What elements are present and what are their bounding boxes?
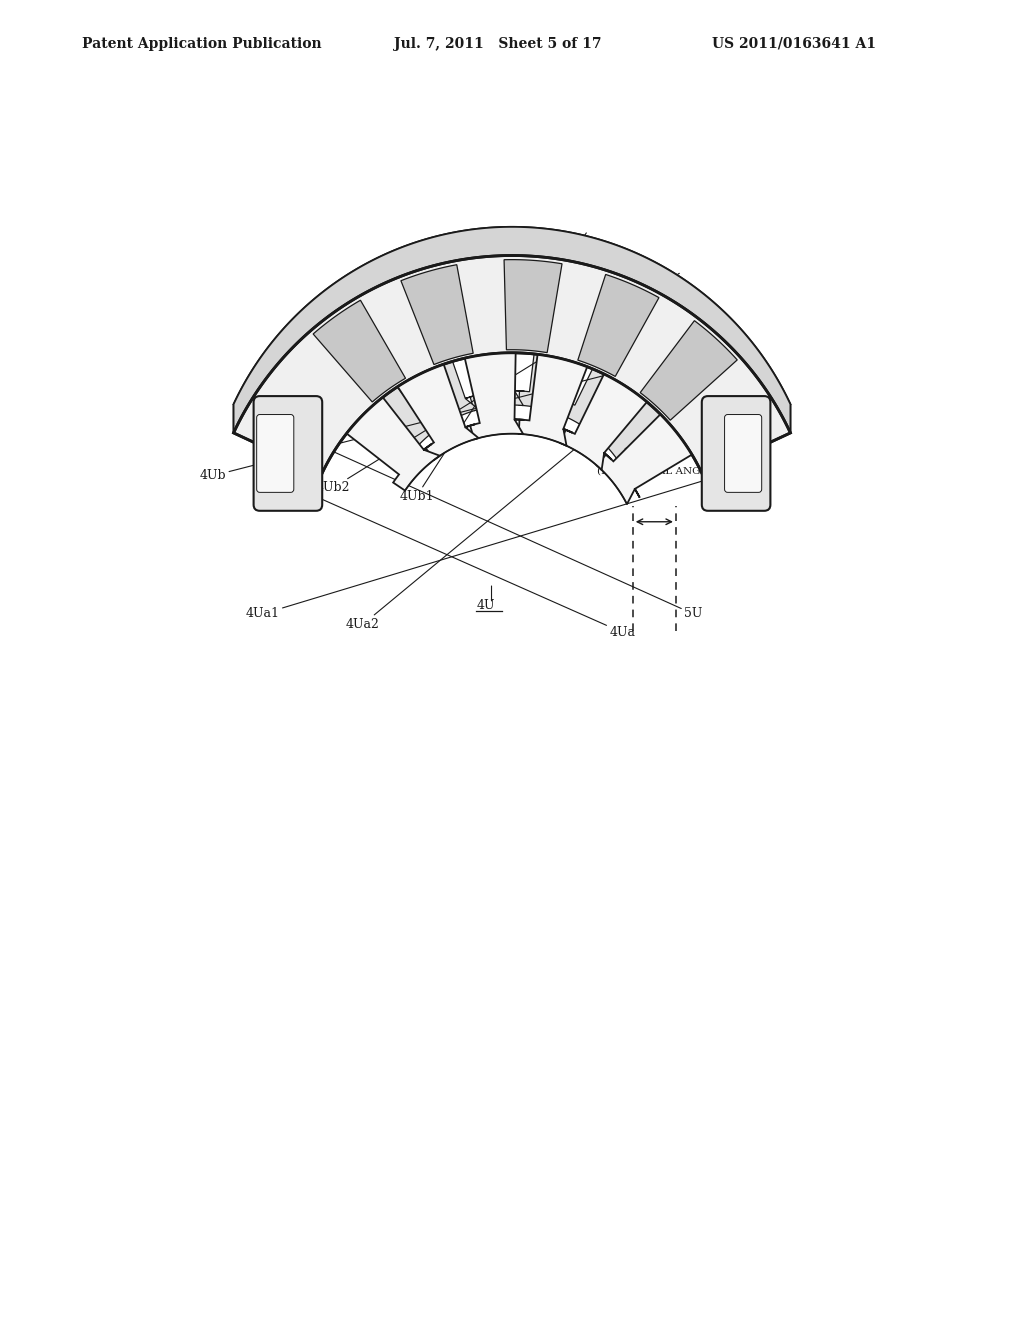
Text: Patent Application Publication: Patent Application Publication — [82, 37, 322, 50]
Polygon shape — [504, 231, 562, 323]
Polygon shape — [346, 368, 440, 462]
Polygon shape — [233, 256, 791, 474]
Text: 4U: 4U — [476, 599, 495, 611]
Polygon shape — [233, 404, 322, 474]
Polygon shape — [578, 246, 659, 347]
Polygon shape — [560, 346, 647, 441]
Polygon shape — [313, 300, 406, 403]
Text: US 2011/0163641 A1: US 2011/0163641 A1 — [712, 37, 876, 50]
Polygon shape — [397, 364, 478, 459]
Text: 4Ua2: 4Ua2 — [346, 370, 671, 631]
Text: 4Ub: 4Ub — [200, 339, 743, 482]
Text: 5U: 5U — [303, 438, 702, 620]
Polygon shape — [233, 227, 791, 433]
Polygon shape — [640, 321, 737, 420]
Text: 4Ua1: 4Ua1 — [246, 474, 726, 620]
FancyBboxPatch shape — [725, 414, 762, 492]
Polygon shape — [640, 292, 737, 392]
FancyBboxPatch shape — [701, 396, 770, 511]
Text: 4Ub1: 4Ub1 — [399, 232, 587, 503]
Text: 4Ub2: 4Ub2 — [315, 273, 679, 495]
Text: Jul. 7, 2011   Sheet 5 of 17: Jul. 7, 2011 Sheet 5 of 17 — [394, 37, 602, 50]
Polygon shape — [597, 414, 692, 504]
Polygon shape — [465, 352, 524, 440]
Polygon shape — [233, 227, 791, 445]
Polygon shape — [465, 325, 524, 411]
Polygon shape — [401, 236, 473, 335]
Polygon shape — [560, 374, 647, 470]
Text: 120°: 120° — [623, 447, 653, 461]
Text: 4Ua: 4Ua — [288, 484, 635, 639]
Text: FIG. 6: FIG. 6 — [312, 329, 408, 360]
Polygon shape — [519, 354, 587, 446]
Text: (ELECTRICAL ANGLE): (ELECTRICAL ANGLE) — [597, 467, 719, 475]
Polygon shape — [702, 404, 791, 474]
FancyBboxPatch shape — [254, 396, 323, 511]
Polygon shape — [519, 326, 587, 417]
Polygon shape — [322, 325, 702, 474]
FancyBboxPatch shape — [257, 414, 294, 492]
Polygon shape — [578, 275, 659, 376]
Polygon shape — [346, 397, 440, 491]
Polygon shape — [597, 385, 692, 475]
Polygon shape — [504, 260, 562, 352]
Polygon shape — [397, 335, 478, 432]
Polygon shape — [313, 272, 406, 374]
Polygon shape — [401, 265, 473, 364]
